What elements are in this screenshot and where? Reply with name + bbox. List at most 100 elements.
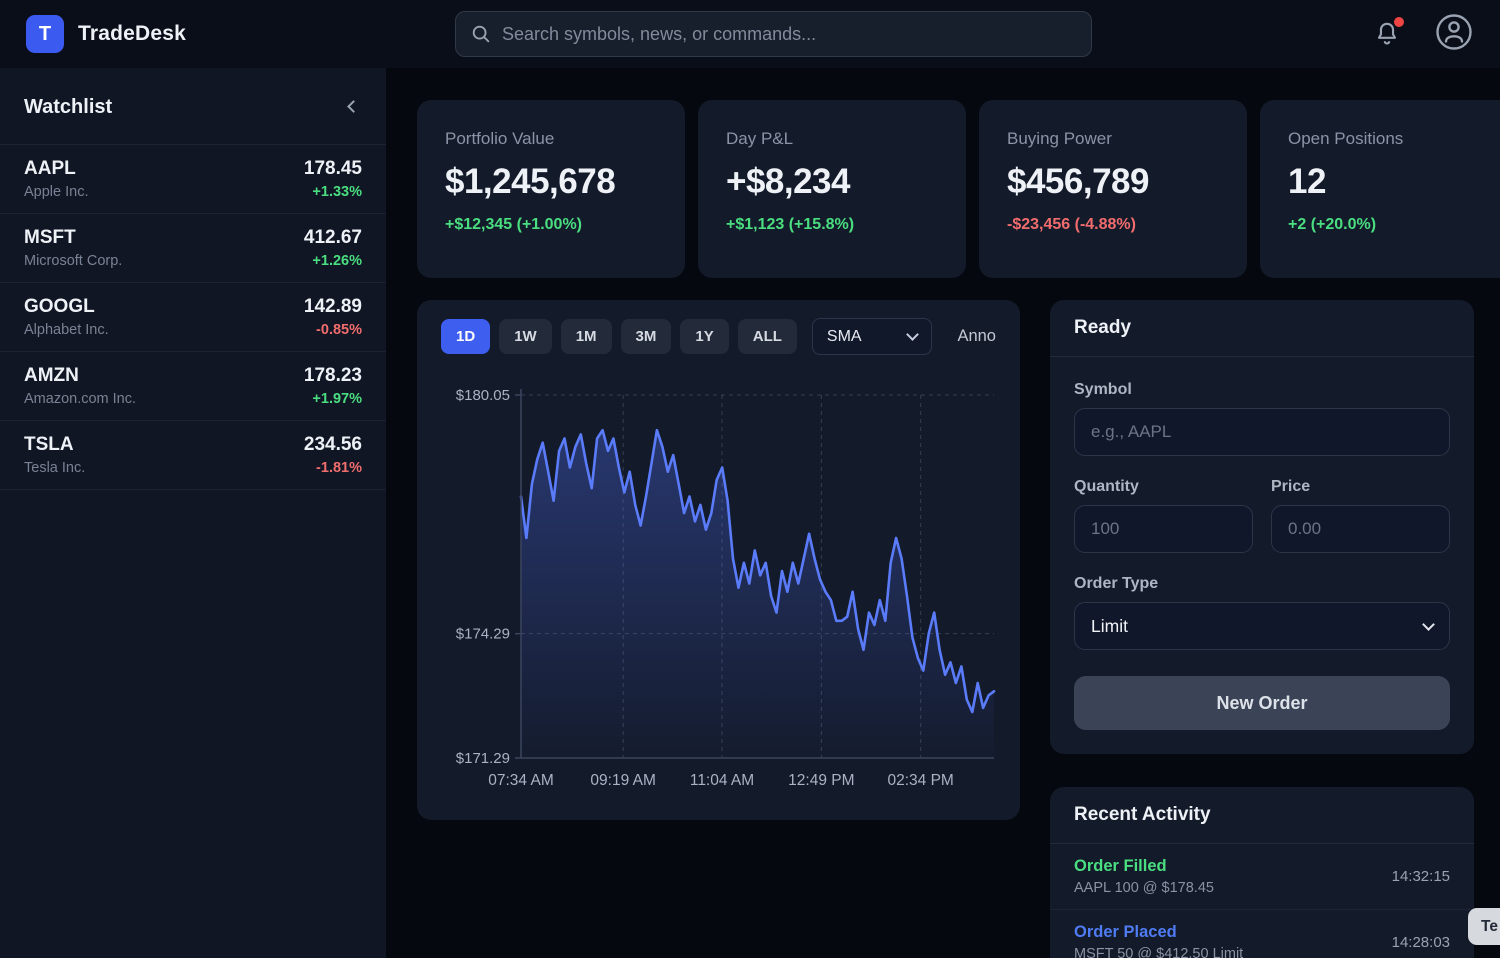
symbol: MSFT xyxy=(24,227,76,248)
stat-value: $1,245,678 xyxy=(445,162,616,201)
activity-detail: AAPL 100 @ $178.45 xyxy=(1074,880,1214,896)
new-order-button[interactable]: New Order xyxy=(1074,676,1450,730)
stats-row: Portfolio Value $1,245,678 +$12,345 (+1.… xyxy=(417,100,1500,278)
activity-time: 14:32:15 xyxy=(1391,868,1450,885)
topbar: T TradeDesk xyxy=(0,0,1500,68)
app-title: TradeDesk xyxy=(78,22,187,45)
svg-text:$180.05: $180.05 xyxy=(456,387,510,404)
range-button-1y[interactable]: 1Y xyxy=(680,319,729,354)
stat-card-portfolio-value: Portfolio Value $1,245,678 +$12,345 (+1.… xyxy=(417,100,685,278)
change-percent: +1.97% xyxy=(312,391,362,407)
order-type-value: Limit xyxy=(1091,615,1128,636)
main-content: Portfolio Value $1,245,678 +$12,345 (+1.… xyxy=(386,68,1500,958)
activity-title: Order Filled xyxy=(1074,857,1167,875)
right-column: Ready Symbol Quantity Price xyxy=(1050,300,1474,958)
symbol: AAPL xyxy=(24,158,76,179)
svg-text:07:34 AM: 07:34 AM xyxy=(488,772,554,789)
stat-card-day-pnl: Day P&L +$8,234 +$1,123 (+15.8%) xyxy=(698,100,966,278)
activity-item-order-filled[interactable]: Order Filled AAPL 100 @ $178.45 14:32:15 xyxy=(1050,844,1474,910)
range-button-3m[interactable]: 3M xyxy=(620,319,672,354)
price: 142.89 xyxy=(303,296,362,317)
stat-card-open-positions: Open Positions 12 +2 (+20.0%) xyxy=(1260,100,1500,278)
svg-text:09:19 AM: 09:19 AM xyxy=(590,772,656,789)
chevron-left-icon xyxy=(347,100,360,113)
sidebar-collapse-button[interactable] xyxy=(345,94,362,120)
svg-text:11:04 AM: 11:04 AM xyxy=(690,772,754,789)
range-button-1d[interactable]: 1D xyxy=(441,319,491,354)
notifications-button[interactable] xyxy=(1374,17,1404,48)
indicator-value: SMA xyxy=(826,327,862,345)
order-status: Ready xyxy=(1050,300,1474,357)
watchlist-sidebar: Watchlist AAPL Apple Inc. 178.45 +1.33% … xyxy=(0,68,386,958)
stat-change: -$23,456 (-4.88%) xyxy=(1007,216,1136,233)
price: 178.45 xyxy=(303,158,362,179)
stat-label: Portfolio Value xyxy=(445,129,555,148)
svg-text:02:34 PM: 02:34 PM xyxy=(888,772,954,789)
symbol-label: Symbol xyxy=(1074,381,1132,398)
indicator-select[interactable]: SMA xyxy=(811,318,933,355)
company-name: Alphabet Inc. xyxy=(24,322,109,338)
stat-change: +$12,345 (+1.00%) xyxy=(445,216,582,233)
order-entry-panel: Ready Symbol Quantity Price xyxy=(1050,300,1474,754)
search-icon xyxy=(472,25,490,43)
stat-card-buying-power: Buying Power $456,789 -$23,456 (-4.88%) xyxy=(979,100,1247,278)
watchlist-item-msft[interactable]: MSFT Microsoft Corp. 412.67 +1.26% xyxy=(0,214,386,283)
change-percent: -1.81% xyxy=(316,460,362,476)
symbol-input[interactable] xyxy=(1074,408,1450,456)
toast-notification[interactable]: Te xyxy=(1468,908,1500,945)
company-name: Microsoft Corp. xyxy=(24,253,123,269)
price-chart-svg[interactable]: $180.05 $174.29 $171.29 07:34 AM 09:19 AM 11:… xyxy=(441,373,996,803)
svg-text:12:49 PM: 12:49 PM xyxy=(788,772,854,789)
stat-value: +$8,234 xyxy=(726,162,851,201)
order-type-select[interactable]: Limit xyxy=(1074,602,1450,650)
order-type-label: Order Type xyxy=(1074,575,1159,592)
symbol: GOOGL xyxy=(24,296,95,317)
user-avatar-icon xyxy=(1436,13,1472,50)
range-button-all[interactable]: ALL xyxy=(737,319,797,354)
price-input[interactable] xyxy=(1271,505,1450,553)
price: 178.23 xyxy=(303,365,362,386)
price-label: Price xyxy=(1271,478,1311,495)
price-chart-panel: 1D 1W 1M 3M 1Y ALL SMA Anno $180.05 $174.… xyxy=(417,300,1020,820)
activity-time: 14:28:03 xyxy=(1391,934,1450,951)
change-percent: +1.33% xyxy=(312,184,362,200)
bell-icon xyxy=(1377,22,1397,45)
stat-value: 12 xyxy=(1288,162,1326,201)
stat-value: $456,789 xyxy=(1007,162,1149,201)
svg-text:$171.29: $171.29 xyxy=(456,750,510,767)
watchlist-item-aapl[interactable]: AAPL Apple Inc. 178.45 +1.33% xyxy=(0,145,386,214)
search-input[interactable] xyxy=(502,23,1077,45)
brand: T TradeDesk xyxy=(26,15,186,53)
stat-label: Day P&L xyxy=(726,129,794,148)
change-percent: -0.85% xyxy=(316,322,362,338)
stat-change: +2 (+20.0%) xyxy=(1288,216,1377,233)
notification-dot xyxy=(1394,17,1404,27)
activity-detail: MSFT 50 @ $412.50 Limit xyxy=(1074,946,1244,958)
watchlist-item-tsla[interactable]: TSLA Tesla Inc. 234.56 -1.81% xyxy=(0,421,386,490)
company-name: Amazon.com Inc. xyxy=(24,391,137,407)
range-button-1w[interactable]: 1W xyxy=(499,319,552,354)
global-search[interactable] xyxy=(455,11,1092,57)
recent-activity-title: Recent Activity xyxy=(1050,787,1474,844)
stat-label: Open Positions xyxy=(1288,129,1404,148)
price-chart[interactable]: $180.05 $174.29 $171.29 07:34 AM 09:19 AM 11:… xyxy=(441,373,996,803)
quantity-input[interactable] xyxy=(1074,505,1253,553)
symbol: AMZN xyxy=(24,365,79,386)
topbar-actions xyxy=(1374,12,1474,57)
chevron-down-icon xyxy=(906,328,920,341)
quantity-label: Quantity xyxy=(1074,478,1139,495)
watchlist-item-googl[interactable]: GOOGL Alphabet Inc. 142.89 -0.85% xyxy=(0,283,386,352)
price: 412.67 xyxy=(303,227,362,248)
stat-label: Buying Power xyxy=(1007,129,1112,148)
annotations-label[interactable]: Anno xyxy=(957,327,996,345)
chevron-down-icon xyxy=(1422,617,1435,631)
company-name: Tesla Inc. xyxy=(24,460,86,476)
symbol: TSLA xyxy=(24,434,74,455)
range-button-1m[interactable]: 1M xyxy=(560,319,612,354)
recent-activity-panel: Recent Activity Order Filled AAPL 100 @ … xyxy=(1050,787,1474,958)
activity-item-order-placed[interactable]: Order Placed MSFT 50 @ $412.50 Limit 14:… xyxy=(1050,910,1474,958)
watchlist-item-amzn[interactable]: AMZN Amazon.com Inc. 178.23 +1.97% xyxy=(0,352,386,421)
activity-title: Order Placed xyxy=(1074,923,1177,941)
company-name: Apple Inc. xyxy=(24,184,89,200)
user-avatar-button[interactable] xyxy=(1434,12,1474,57)
